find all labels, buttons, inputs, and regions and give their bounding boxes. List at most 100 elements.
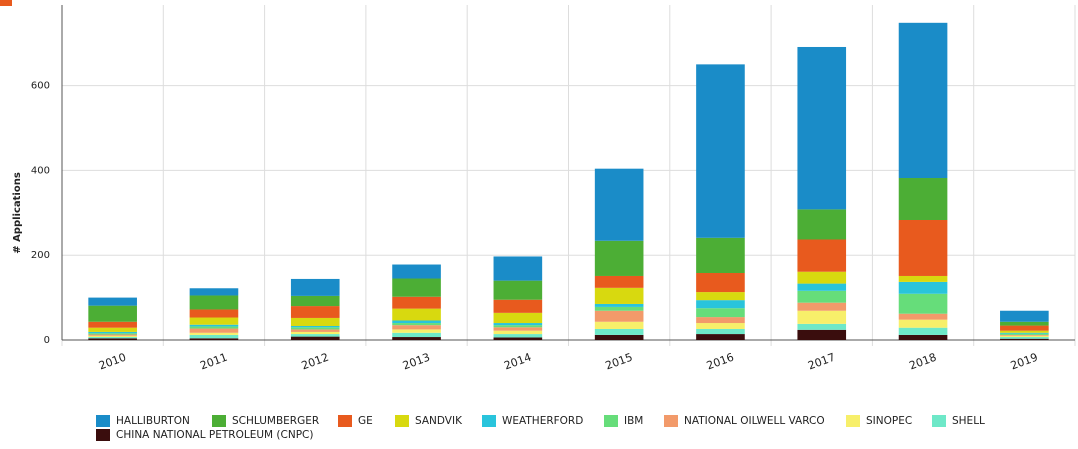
bar-segment bbox=[88, 327, 137, 332]
bar-segment bbox=[594, 303, 644, 307]
bar-segment bbox=[696, 328, 745, 335]
y-axis-label: # Applications bbox=[12, 172, 23, 254]
bar-segment bbox=[392, 325, 441, 330]
bar-segment bbox=[797, 239, 847, 272]
x-tick-label: 2012 bbox=[300, 351, 331, 373]
legend-swatch bbox=[212, 415, 226, 427]
bar-segment bbox=[594, 334, 644, 340]
legend-swatch bbox=[932, 415, 946, 427]
bar-segment bbox=[88, 334, 137, 336]
x-tick-label: 2016 bbox=[705, 351, 736, 373]
bar-segment bbox=[797, 209, 847, 240]
bar-segment bbox=[696, 273, 745, 293]
bar-segment bbox=[88, 337, 137, 339]
bar-segment bbox=[189, 338, 239, 340]
bar-segment bbox=[189, 309, 239, 318]
bar-segment bbox=[1000, 310, 1049, 322]
bar-segment bbox=[493, 256, 543, 281]
legend-swatch bbox=[338, 415, 352, 427]
bar-segment bbox=[898, 313, 948, 320]
bar-segment bbox=[696, 292, 745, 301]
bar-segment bbox=[290, 327, 340, 330]
bar-segment bbox=[392, 323, 441, 326]
y-tick-label: 0 bbox=[44, 335, 50, 346]
bar-segment bbox=[392, 332, 441, 338]
legend-label: IBM bbox=[624, 415, 643, 427]
y-tick-label: 600 bbox=[31, 81, 50, 92]
bar-segment bbox=[1000, 330, 1049, 333]
x-tick-label: 2014 bbox=[502, 351, 533, 373]
bar-segment bbox=[493, 280, 543, 300]
bar-segment bbox=[898, 293, 948, 314]
legend-swatch bbox=[96, 415, 110, 427]
bar-segment bbox=[898, 327, 948, 335]
bar-segment bbox=[493, 312, 543, 324]
bar-segment bbox=[696, 237, 745, 273]
bar-segment bbox=[1000, 333, 1049, 335]
bar-segment bbox=[594, 168, 644, 241]
bar-segment bbox=[392, 329, 441, 333]
bar-segment bbox=[392, 278, 441, 297]
x-tick-label: 2015 bbox=[604, 351, 635, 373]
corner-icon bbox=[0, 0, 12, 6]
bar-segment bbox=[493, 330, 543, 335]
legend-label: SHELL bbox=[952, 415, 985, 427]
bar-segment bbox=[1000, 335, 1049, 338]
bar-segment bbox=[290, 326, 340, 328]
bar-segment bbox=[898, 22, 948, 179]
bar-segment bbox=[797, 310, 847, 324]
legend-label: CHINA NATIONAL PETROLEUM (CNPC) bbox=[116, 429, 313, 441]
bar-segment bbox=[88, 297, 137, 306]
bar-segment bbox=[88, 321, 137, 328]
bar-segment bbox=[290, 317, 340, 327]
bar-segment bbox=[797, 283, 847, 291]
x-tick-label: 2011 bbox=[198, 351, 229, 373]
bar-segment bbox=[898, 275, 948, 282]
x-tick-label: 2017 bbox=[806, 351, 837, 373]
bar-segment bbox=[696, 300, 745, 309]
bar-segment bbox=[493, 327, 543, 331]
legend-swatch bbox=[482, 415, 496, 427]
bar-segment bbox=[1000, 325, 1049, 331]
legend-label: GE bbox=[358, 415, 373, 427]
bar-segment bbox=[493, 334, 543, 338]
bar-segment bbox=[594, 310, 644, 322]
legend-swatch bbox=[395, 415, 409, 427]
bar-segment bbox=[594, 321, 644, 329]
x-tick-label: 2019 bbox=[1009, 351, 1040, 373]
legend-swatch bbox=[664, 415, 678, 427]
y-tick-label: 400 bbox=[31, 165, 50, 176]
bar-segment bbox=[696, 317, 745, 324]
bar-segment bbox=[696, 323, 745, 329]
bar-segment bbox=[189, 326, 239, 329]
bar-segment bbox=[290, 331, 340, 335]
bar-segment bbox=[1000, 321, 1049, 326]
bar-segment bbox=[898, 319, 948, 328]
bar-segment bbox=[392, 264, 441, 279]
bar-segment bbox=[189, 288, 239, 296]
bar-segment bbox=[189, 295, 239, 310]
bar-segment bbox=[594, 287, 644, 304]
bar-segment bbox=[88, 331, 137, 334]
bar-segment bbox=[797, 323, 847, 330]
y-tick-label: 200 bbox=[31, 250, 50, 261]
bar-segment bbox=[1000, 337, 1049, 339]
bar-segment bbox=[696, 334, 745, 340]
legend-swatch bbox=[604, 415, 618, 427]
bar-segment bbox=[898, 219, 948, 276]
bar-segment bbox=[898, 281, 948, 294]
bar-segment bbox=[493, 325, 543, 328]
legend-label: WEATHERFORD bbox=[502, 415, 583, 427]
bar-segment bbox=[392, 296, 441, 309]
bar-segment bbox=[797, 302, 847, 311]
bar-segment bbox=[797, 271, 847, 284]
bar-segment bbox=[594, 275, 644, 288]
bar-segment bbox=[189, 334, 239, 339]
bar-segment bbox=[493, 323, 543, 326]
bar-segment bbox=[88, 338, 137, 340]
legend-label: HALLIBURTON bbox=[116, 415, 190, 427]
bar-segment bbox=[88, 305, 137, 322]
bar-segment bbox=[290, 336, 340, 340]
bar-segment bbox=[1000, 332, 1049, 334]
